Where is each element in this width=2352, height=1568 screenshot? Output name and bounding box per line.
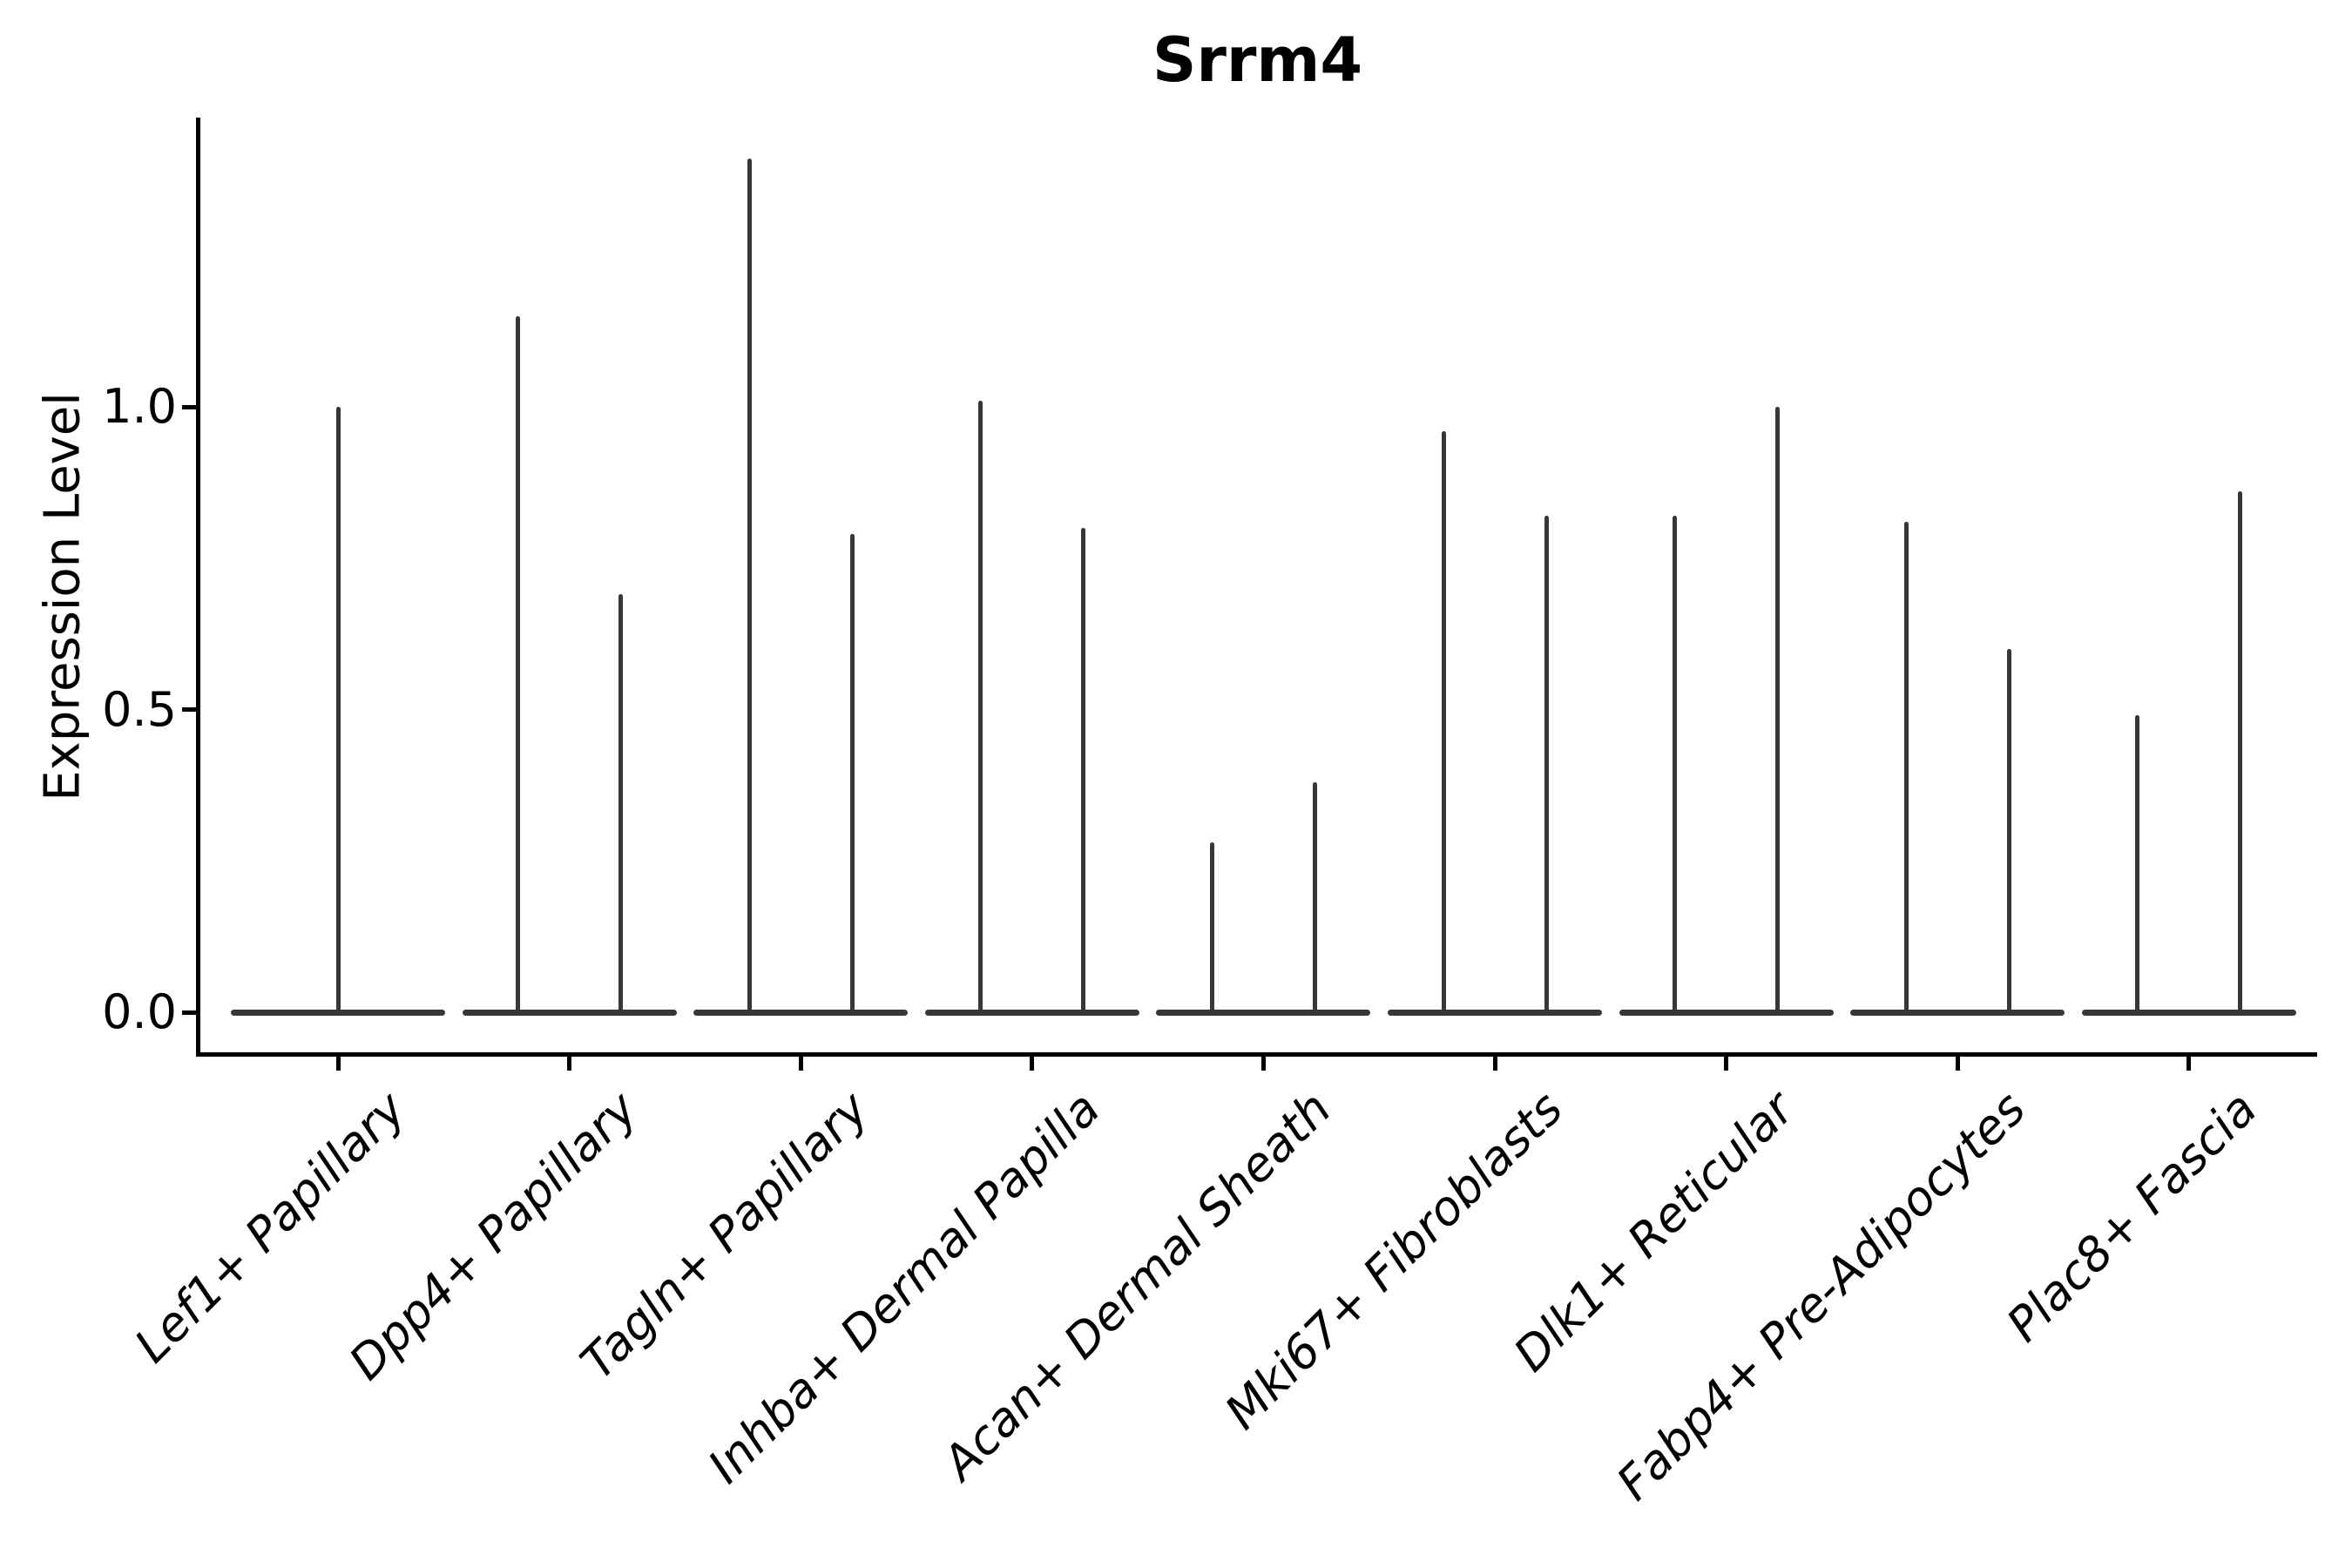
x-tick-label-text: Inhba+ Dermal Papilla bbox=[697, 1081, 1111, 1494]
violin-base bbox=[462, 1009, 677, 1016]
violin-spike bbox=[2135, 715, 2140, 1012]
violin-spike bbox=[618, 594, 624, 1012]
violin-spike bbox=[1312, 781, 1317, 1012]
chart-title: Srrm4 bbox=[1152, 24, 1363, 96]
violin-base bbox=[693, 1009, 909, 1016]
x-tick bbox=[798, 1057, 803, 1071]
x-tick-label-text: Plac8+ Fascia bbox=[1996, 1081, 2268, 1353]
y-tick bbox=[182, 1010, 196, 1015]
violin-base bbox=[231, 1009, 445, 1016]
y-tick bbox=[182, 404, 196, 409]
y-tick bbox=[182, 707, 196, 712]
violin-spike bbox=[1903, 522, 1909, 1012]
x-tick-label-text: Acan+ Dermal Sheath bbox=[932, 1081, 1342, 1490]
x-tick-label-text: Fabp4+ Pre-Adipocytes bbox=[1605, 1081, 2036, 1511]
x-axis-spine bbox=[196, 1052, 2317, 1057]
x-tick bbox=[567, 1057, 572, 1071]
y-tick-label: 0.5 bbox=[102, 681, 177, 737]
x-tick bbox=[2186, 1057, 2192, 1071]
violin-spike bbox=[2238, 491, 2243, 1012]
violin-base bbox=[2081, 1009, 2296, 1016]
violin-spike bbox=[1673, 516, 1678, 1012]
violin-spike bbox=[2006, 649, 2011, 1012]
violin-base bbox=[1388, 1009, 1602, 1016]
x-tick bbox=[1260, 1057, 1266, 1071]
violin-base bbox=[1156, 1009, 1371, 1016]
y-axis-spine bbox=[196, 118, 200, 1057]
y-axis-label: Expression Level bbox=[34, 392, 91, 801]
violin-spike bbox=[747, 159, 752, 1012]
violin-spike bbox=[335, 407, 341, 1012]
violin-spike bbox=[849, 533, 855, 1012]
violin-base bbox=[1850, 1009, 2065, 1016]
y-tick-label: 0.0 bbox=[102, 984, 177, 1039]
x-tick bbox=[1492, 1057, 1497, 1071]
violin-spike bbox=[1209, 842, 1214, 1012]
x-tick bbox=[335, 1057, 341, 1071]
x-tick bbox=[1955, 1057, 1960, 1071]
violin-base bbox=[924, 1009, 1139, 1016]
violin-base bbox=[1619, 1009, 1834, 1016]
y-tick-label: 1.0 bbox=[102, 379, 177, 434]
violin-spike bbox=[516, 315, 521, 1012]
x-tick bbox=[1724, 1057, 1729, 1071]
x-tick bbox=[1030, 1057, 1035, 1071]
violin-spike bbox=[978, 401, 983, 1012]
violin-spike bbox=[1441, 430, 1446, 1012]
violin-spike bbox=[1775, 407, 1781, 1012]
violin-spike bbox=[1081, 528, 1086, 1012]
violin-spike bbox=[1544, 516, 1549, 1012]
